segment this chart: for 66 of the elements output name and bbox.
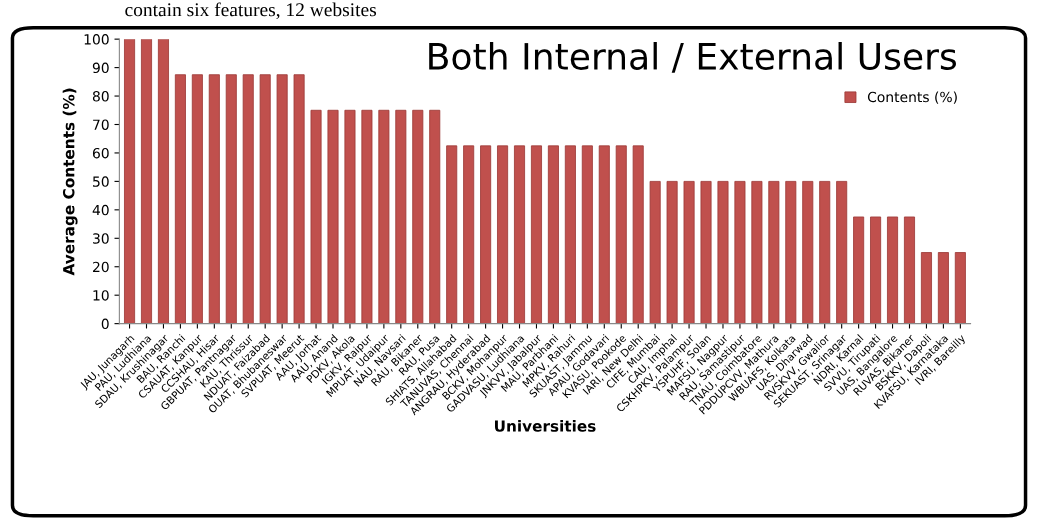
bar [717, 180, 729, 324]
bar [429, 109, 441, 324]
y-tick-label: 40 [92, 204, 109, 216]
bar [564, 145, 576, 324]
bar [819, 180, 831, 324]
bar [174, 74, 186, 324]
bar [124, 39, 136, 324]
y-tick-label: 20 [92, 261, 109, 273]
bar [310, 109, 322, 324]
bar [734, 180, 746, 324]
bar [412, 109, 424, 324]
bar [920, 252, 932, 324]
bar [937, 252, 949, 324]
y-tick-label: 0 [101, 318, 109, 330]
bar [547, 145, 559, 324]
bar [530, 145, 542, 324]
bar [954, 252, 966, 324]
y-tick-label: 100 [84, 34, 109, 45]
bar [276, 74, 288, 324]
bar [378, 109, 390, 324]
bar [615, 145, 627, 324]
bar [327, 109, 339, 324]
bar [140, 39, 153, 324]
legend-label: Contents (%) [867, 91, 957, 104]
y-tick-label: 80 [92, 91, 109, 102]
bar [225, 74, 237, 324]
bar [514, 145, 526, 324]
bar [700, 180, 712, 324]
bar [344, 109, 356, 324]
bar [751, 180, 763, 324]
x-axis-title: Universities [495, 419, 596, 432]
bar [208, 74, 220, 324]
bar [887, 216, 899, 324]
bar [836, 180, 848, 324]
bar [802, 180, 814, 324]
y-tick-label: 60 [92, 147, 109, 159]
bar [293, 74, 305, 324]
y-tick-label: 10 [93, 290, 109, 301]
bar [649, 180, 661, 324]
y-tick-label: 90 [92, 62, 109, 74]
bar [242, 74, 254, 324]
bar [191, 74, 203, 324]
bar [870, 216, 882, 324]
bar [446, 145, 458, 324]
bar [157, 39, 169, 324]
y-axis-title: Average Contents (%) [62, 88, 78, 276]
bar [632, 145, 644, 324]
bar [581, 145, 593, 324]
bar [395, 109, 407, 324]
bar [497, 145, 509, 324]
bar [598, 145, 610, 324]
bar [463, 145, 475, 324]
bar [259, 74, 271, 324]
chart-title: Both Internal / External Users [429, 41, 957, 73]
bar [480, 145, 492, 324]
bar [785, 180, 797, 324]
bar [768, 180, 780, 324]
text: contain six features, 12 websites [125, 2, 377, 20]
bar [683, 180, 695, 324]
bar [361, 109, 373, 324]
y-tick-label: 50 [93, 176, 109, 187]
bar [903, 216, 915, 324]
bar [853, 216, 865, 324]
y-tick-label: 30 [93, 233, 109, 244]
bar [666, 180, 678, 324]
y-tick-label: 70 [93, 119, 109, 130]
